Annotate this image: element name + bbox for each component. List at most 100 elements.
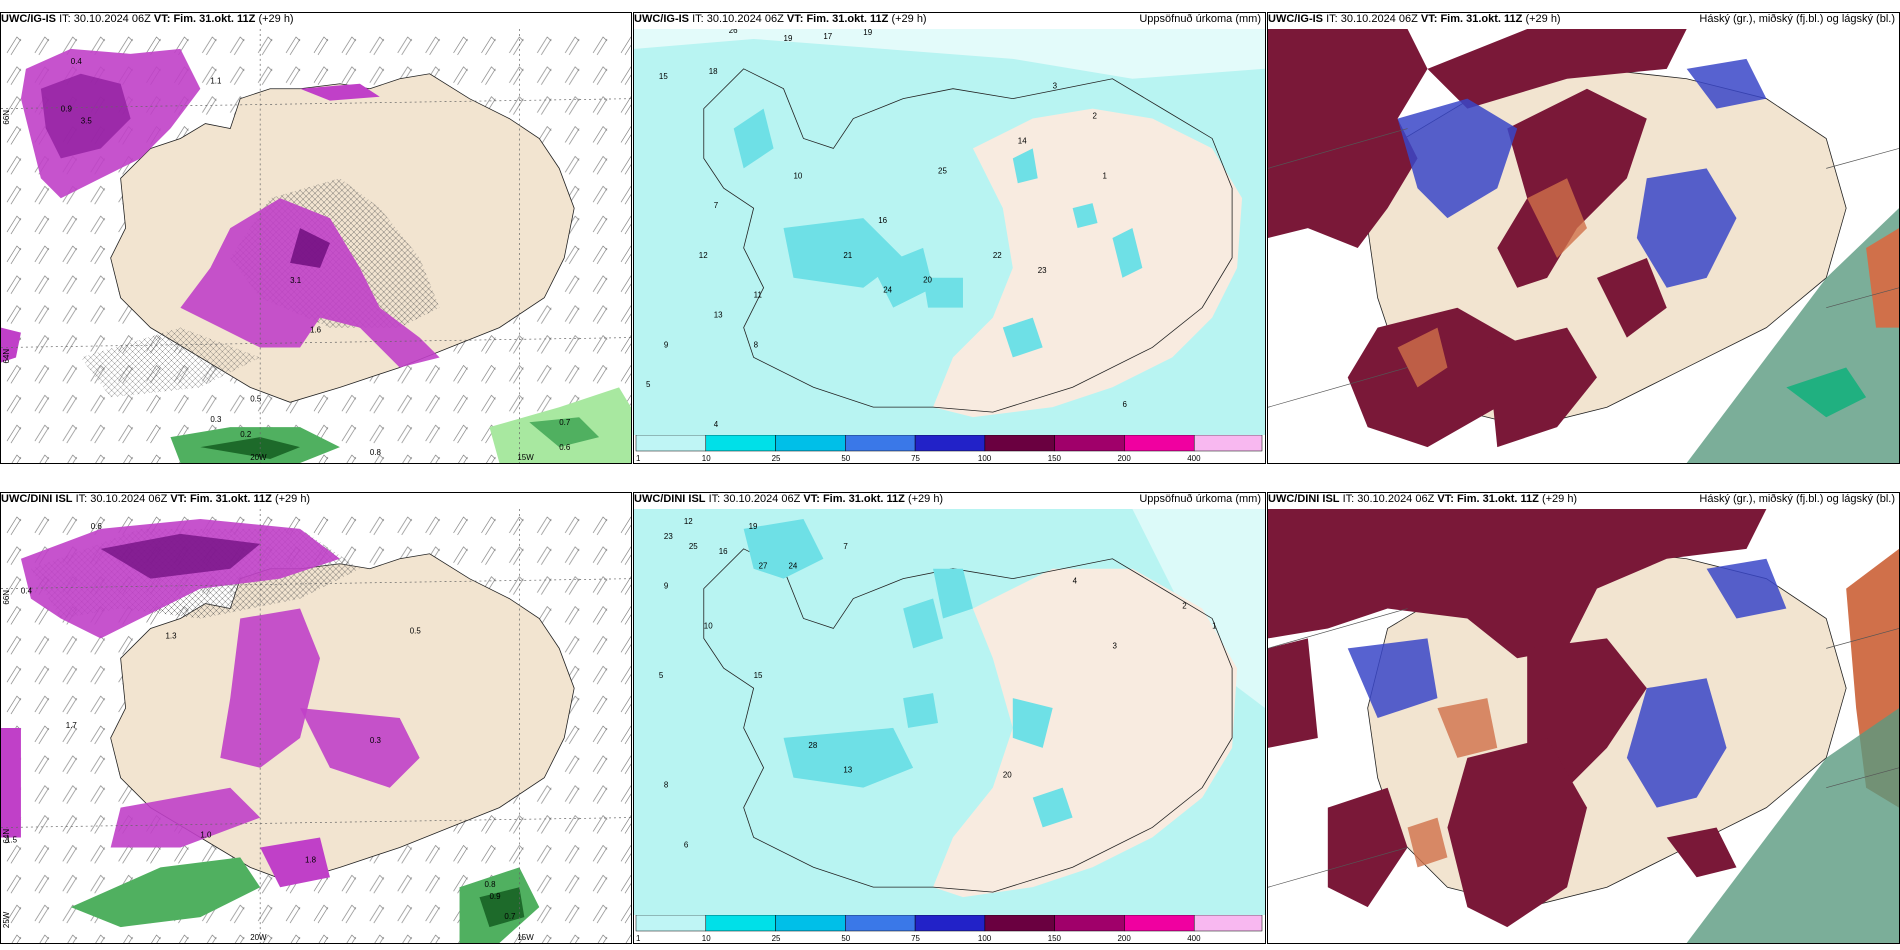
- precip-value: 22: [993, 251, 1002, 260]
- precip-value: 19: [749, 522, 758, 531]
- precip-value: 23: [1038, 266, 1047, 275]
- colorbar-tick: 75: [911, 934, 920, 943]
- precip-value: 9: [664, 340, 669, 349]
- precip-value: 7: [843, 542, 848, 551]
- precip-value: 11: [754, 291, 763, 300]
- colorbar-tick: 10: [702, 934, 711, 943]
- vt-value: Fim. 31.okt. 11Z: [189, 493, 272, 505]
- model-name: UWC/IG-IS: [1, 13, 56, 25]
- lead-time: (+29 h): [1541, 493, 1578, 505]
- precip-value: 14: [1018, 136, 1027, 145]
- lon-label-15: 15W: [517, 933, 534, 942]
- thickness-value: 0.3: [370, 736, 382, 745]
- vt-label: VT:: [170, 493, 187, 505]
- model-name: UWC/IG-IS: [634, 13, 689, 25]
- colorbar-tick: 100: [978, 454, 992, 463]
- colorbar-tick: 75: [911, 454, 920, 463]
- precip-value: 2: [1093, 112, 1098, 121]
- colorbar: 1 10 25 50 75 100 150 200 400: [634, 915, 1265, 943]
- colorbar-tick: 200: [1117, 454, 1131, 463]
- thickness-value: 0.7: [559, 418, 571, 427]
- it-label: IT:: [59, 13, 71, 25]
- precip-value: 6: [1122, 400, 1127, 409]
- colorbar-tick: 25: [772, 454, 781, 463]
- panel-top-mid: UWC/IG-IS IT: 30.10.2024 06Z VT: Fim. 31…: [633, 12, 1266, 464]
- precip-value: 8: [754, 340, 759, 349]
- it-value: 30.10.2024 06Z: [90, 493, 168, 505]
- thickness-value: 0.6: [91, 522, 103, 531]
- precip-value: 6: [684, 840, 689, 849]
- panel-top-left: UWC/IG-IS IT: 30.10.2024 06Z VT: Fim. 31…: [0, 12, 632, 464]
- precip-value: 25: [938, 166, 947, 175]
- thickness-value: 3.1: [290, 276, 302, 285]
- precip-value: 23: [664, 532, 673, 541]
- vt-label: VT:: [1437, 493, 1454, 505]
- it-label: IT:: [1342, 493, 1355, 505]
- it-label: IT:: [1326, 13, 1338, 25]
- colorbar-tick: 25: [772, 934, 781, 943]
- lat-label-66: 66N: [2, 110, 11, 125]
- precip-value: 2: [1182, 602, 1187, 611]
- precip-value: 13: [843, 766, 852, 775]
- vt-label: VT:: [153, 13, 171, 25]
- colorbar: 1 10 25 50 75 100 150 200 400: [634, 435, 1265, 463]
- thickness-value: 1.6: [310, 326, 322, 335]
- precip-value: 20: [923, 276, 932, 285]
- precip-value: 1: [1103, 171, 1108, 180]
- it-value: 30.10.2024 06Z: [1357, 493, 1435, 505]
- panel-title: UWC/IG-IS IT: 30.10.2024 06Z VT: Fim. 31…: [1268, 13, 1561, 27]
- thickness-value: 1.1: [210, 77, 222, 86]
- precip-value: 27: [759, 562, 768, 571]
- high-cloud-area: [1268, 509, 1767, 659]
- low-cloud-area: [1527, 178, 1587, 258]
- thickness-value: 0.6: [559, 443, 571, 452]
- precip-value: 3: [1112, 641, 1117, 650]
- precip-map: 19 17 19 15 26 18 9 8 7 5 12 11 13 10 16…: [634, 29, 1265, 435]
- thickness-value: 0.9: [489, 892, 501, 901]
- thickness-value: 1.7: [66, 721, 78, 730]
- lead-time: (+29 h): [274, 493, 311, 505]
- precip-value: 12: [699, 251, 708, 260]
- thickness-map: 66N 64N 25W 20W 15W 0.6 0.4 0.5 1.3 1.7 …: [1, 509, 631, 943]
- iceland-land: [933, 568, 1238, 898]
- precip-value: 8: [664, 781, 669, 790]
- panel-bot-left: UWC/DINI ISL IT: 30.10.2024 06Z VT: Fim.…: [0, 492, 632, 944]
- it-value: 30.10.2024 06Z: [723, 493, 801, 505]
- lead-time: (+29 h): [258, 13, 294, 25]
- low-cloud-area: [1437, 698, 1498, 758]
- colorbar-tick: 50: [841, 454, 850, 463]
- precip-value: 24: [789, 562, 798, 571]
- model-name: UWC/DINI ISL: [1268, 493, 1340, 505]
- lat-label-66: 66N: [2, 590, 11, 605]
- it-value: 30.10.2024 06Z: [1340, 13, 1418, 25]
- thickness-value: 0.8: [370, 448, 382, 457]
- coastline: [703, 68, 1233, 413]
- panel-field-label: Uppsöfnuð úrkoma (mm): [1139, 13, 1261, 25]
- precip-value: 26: [729, 29, 738, 35]
- magenta-area-center: [180, 198, 440, 368]
- vt-value: Fim. 31.okt. 11Z: [173, 13, 256, 25]
- panel-title: UWC/IG-IS IT: 30.10.2024 06Z VT: Fim. 31…: [1, 13, 294, 27]
- thickness-value: 0.5: [250, 394, 262, 403]
- colorbar-tick: 10: [702, 454, 711, 463]
- panel-title: UWC/IG-IS IT: 30.10.2024 06Z VT: Fim. 31…: [634, 13, 927, 27]
- precip-value: 13: [714, 311, 723, 320]
- precip-value: 4: [714, 420, 719, 429]
- colorbar-tick: 1: [636, 454, 641, 463]
- thickness-value: 0.4: [21, 587, 33, 596]
- thickness-value: 0.8: [484, 880, 496, 889]
- high-cloud-area: [1268, 29, 1428, 248]
- precip-value: 10: [704, 621, 713, 630]
- precip-value: 5: [646, 380, 651, 389]
- thickness-value: 1.3: [165, 631, 177, 640]
- vt-label: VT:: [1420, 13, 1438, 25]
- thickness-value: 0.5: [410, 626, 422, 635]
- panel-title: UWC/DINI ISL IT: 30.10.2024 06Z VT: Fim.…: [1268, 493, 1578, 507]
- precip-value: 19: [863, 29, 872, 37]
- it-value: 30.10.2024 06Z: [706, 13, 784, 25]
- precip-value: 5: [659, 671, 664, 680]
- model-name: UWC/DINI ISL: [634, 493, 706, 505]
- precip-value: 3: [1053, 82, 1058, 91]
- lead-time: (+29 h): [907, 493, 944, 505]
- cloud-map: [1268, 509, 1899, 943]
